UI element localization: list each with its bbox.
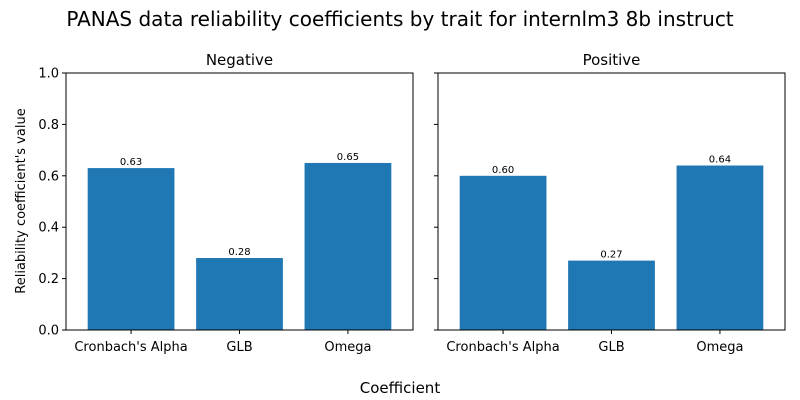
negative-panel: Negative 0.63 0.28 0.65 0.0 0.2 0.4 0.6 0.8 1.0 Cr… [38, 51, 414, 355]
positive-data-label-omega: 0.64 [709, 155, 731, 166]
figure-title: PANAS data reliability coefficients by t… [66, 7, 733, 31]
negative-y-tick-label: 0.2 [38, 272, 59, 287]
negative-bar-glb [196, 258, 283, 330]
positive-bar-omega [676, 165, 764, 330]
negative-bar-cronbach-s-alpha [87, 168, 175, 330]
negative-x-tick-label-omega: Omega [324, 340, 371, 355]
positive-x-tick-label-omega: Omega [696, 340, 743, 355]
negative-y-tick-label: 0.0 [38, 324, 59, 339]
x-axis-label: Coefficient [360, 379, 441, 397]
positive-panel: Positive 0.60 0.27 0.64 Cronbach's Alpha GLB O… [434, 51, 786, 355]
negative-bar-omega [304, 162, 392, 330]
y-axis-label: Reliability coefficient's value [14, 108, 29, 293]
positive-x-tick-label-glb: GLB [598, 340, 624, 355]
negative-y-tick-label: 0.4 [38, 221, 59, 236]
negative-x-tick-label-glb: GLB [226, 340, 252, 355]
positive-panel-title: Positive [583, 51, 641, 69]
negative-data-label-cronbach-s-alpha: 0.63 [120, 157, 142, 168]
negative-y-tick-label: 1.0 [38, 67, 59, 82]
positive-bar-cronbach-s-alpha [459, 175, 547, 330]
negative-panel-title: Negative [206, 51, 273, 69]
positive-bar-glb [568, 260, 655, 330]
positive-data-label-glb: 0.27 [600, 250, 622, 261]
negative-data-label-omega: 0.65 [337, 152, 359, 163]
positive-data-label-cronbach-s-alpha: 0.60 [492, 165, 514, 176]
positive-x-tick-label-cronbach-s-alpha: Cronbach's Alpha [446, 340, 559, 355]
negative-x-tick-label-cronbach-s-alpha: Cronbach's Alpha [74, 340, 187, 355]
negative-y-tick-label: 0.6 [38, 169, 59, 184]
negative-y-tick-label: 0.8 [38, 118, 59, 133]
negative-data-label-glb: 0.28 [228, 247, 250, 258]
